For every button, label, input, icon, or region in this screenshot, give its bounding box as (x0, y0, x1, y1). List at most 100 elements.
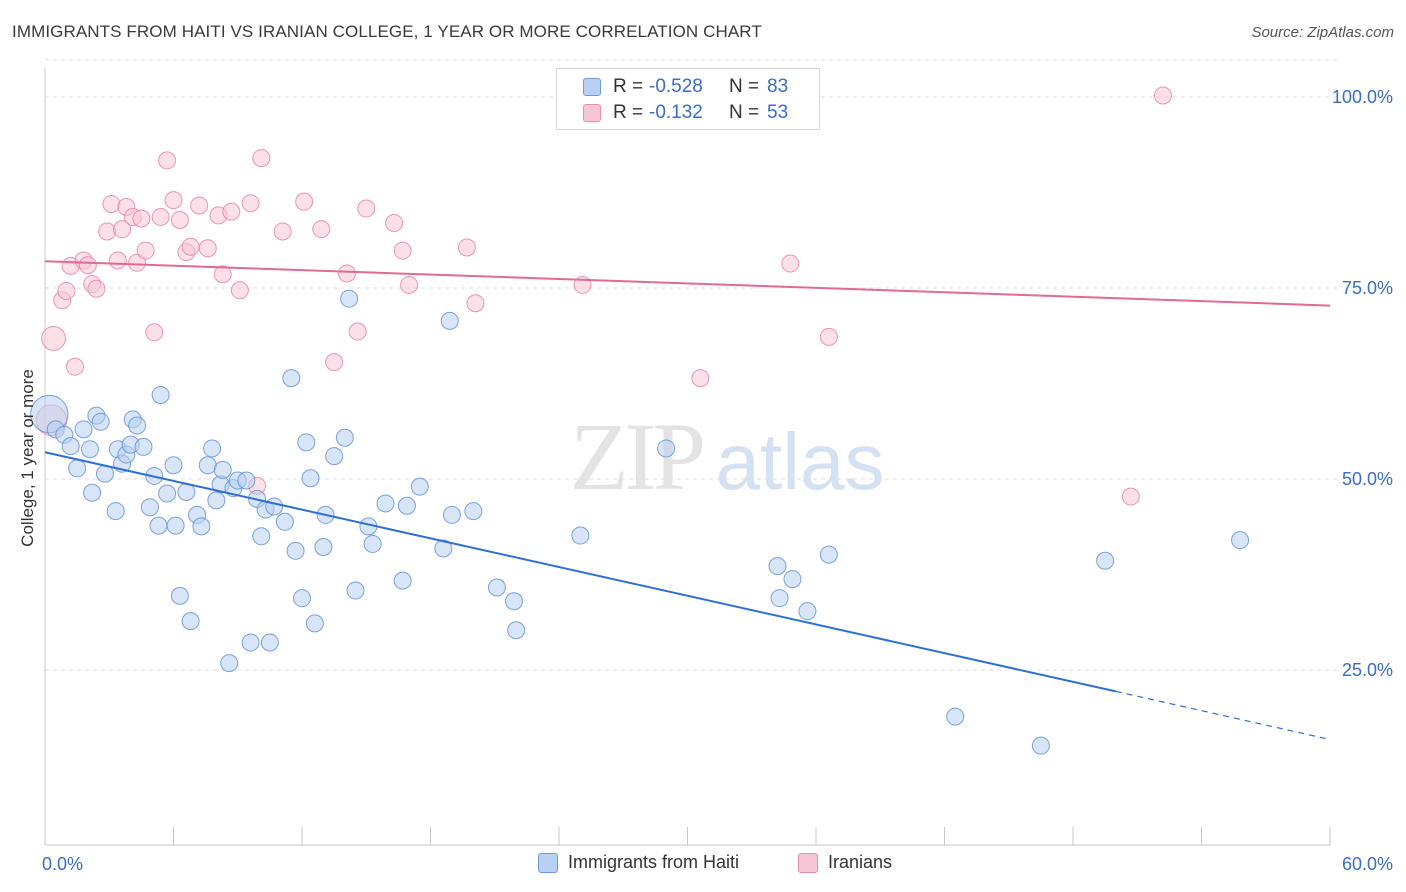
series-iranians (35, 86, 1172, 506)
iranians-point (108, 251, 127, 270)
iranians-point (466, 294, 485, 313)
watermark-atlas: atlas (716, 417, 885, 506)
iranians-point (198, 239, 217, 258)
iranians-point (78, 256, 97, 275)
iranians-point (393, 241, 412, 260)
haiti-point (260, 633, 279, 652)
haiti-point (282, 369, 301, 388)
iranians-point (819, 327, 838, 346)
haiti-trend-extension (1115, 690, 1331, 741)
legend-item-haiti[interactable]: Immigrants from Haiti (538, 852, 739, 873)
haiti-point (770, 589, 789, 608)
haiti-point (151, 385, 170, 404)
haiti-point (74, 420, 93, 439)
iranians-point (181, 237, 200, 256)
haiti-point (68, 459, 87, 478)
haiti-point (301, 469, 320, 488)
iranians-point (158, 151, 177, 170)
watermark: ZIP atlas (570, 403, 884, 510)
series-legend: Immigrants from Haiti Iranians (0, 852, 1406, 876)
haiti-point (340, 289, 359, 308)
iranians-point (325, 353, 344, 372)
haiti-point (442, 505, 461, 524)
iranians-point (170, 211, 189, 230)
haiti-point (314, 537, 333, 556)
haiti-point (166, 516, 185, 535)
iranians-point (691, 369, 710, 388)
gridlines (45, 59, 1340, 671)
haiti-point (798, 602, 817, 621)
y-axis-label: College, 1 year or more (18, 369, 37, 547)
haiti-point (170, 586, 189, 605)
haiti-trend-line (44, 451, 1117, 693)
stats-row-iranians: R = -0.132 N = 53 (583, 101, 788, 125)
haiti-point (410, 477, 429, 496)
haiti-point (149, 516, 168, 535)
haiti-point (346, 581, 365, 600)
iranians-point (102, 194, 121, 213)
r-label: R = (613, 76, 644, 97)
iranians-point (222, 202, 241, 221)
x-tick-label-min: 0.0% (42, 854, 83, 874)
legend-label-haiti: Immigrants from Haiti (568, 852, 740, 872)
stats-row-haiti: R = -0.528 N = 83 (583, 75, 788, 99)
stats-legend: R = -0.528 N = 83 R = -0.132 N = 53 (556, 68, 820, 130)
iranians-trend-line (44, 260, 1331, 307)
series-haiti (30, 289, 1250, 755)
legend-item-iranians[interactable]: Iranians (798, 852, 892, 873)
haiti-point (220, 654, 239, 673)
haiti-point (265, 497, 284, 516)
haiti-point (275, 512, 294, 531)
haiti-point (335, 428, 354, 447)
iranians-point (145, 323, 164, 342)
legend-label-iranians: Iranians (828, 852, 893, 872)
watermark-zip: ZIP (570, 403, 703, 510)
haiti-point (241, 633, 260, 652)
iranians-point (128, 253, 147, 272)
haiti-point (83, 483, 102, 502)
iranians-point (457, 238, 476, 257)
n-label: N = (729, 102, 760, 123)
iranians-point (87, 279, 106, 298)
haiti-point (376, 494, 395, 513)
n-value: 53 (767, 102, 789, 123)
r-label: R = (613, 102, 644, 123)
iranians-point (41, 326, 66, 351)
iranians-point (136, 241, 155, 260)
haiti-point (128, 416, 147, 435)
haiti-point (158, 484, 177, 503)
iranians-point (295, 192, 314, 211)
haiti-point (325, 447, 344, 466)
iranians-point (241, 194, 260, 213)
trend-lines (44, 260, 1331, 741)
iranians-point (1121, 487, 1140, 506)
haiti-point (297, 433, 316, 452)
y-tick-label: 100.0% (1332, 87, 1393, 107)
iranians-point (273, 222, 292, 241)
haiti-point (768, 557, 787, 576)
iranians-point (98, 222, 117, 241)
haiti-point (505, 592, 524, 611)
haiti-point (80, 440, 99, 459)
haiti-point (61, 437, 80, 456)
haiti-point (434, 539, 453, 558)
haiti-point (657, 439, 676, 458)
haiti-point (1031, 736, 1050, 755)
haiti-point (487, 578, 506, 597)
haiti-point (181, 612, 200, 631)
iranians-point (348, 322, 367, 341)
swatch-iranians (583, 104, 601, 122)
iranians-point (213, 265, 232, 284)
haiti-point (571, 526, 590, 545)
iranians-point (164, 191, 183, 210)
haiti-point (507, 621, 526, 640)
haiti-point (252, 527, 271, 546)
r-value: -0.132 (649, 102, 703, 123)
chart-title: IMMIGRANTS FROM HAITI VS IRANIAN COLLEGE… (12, 22, 762, 41)
haiti-point (140, 498, 159, 517)
haiti-point (203, 439, 222, 458)
iranians-point (252, 149, 271, 168)
iranians-point (312, 220, 331, 239)
iranians-point (57, 282, 76, 301)
